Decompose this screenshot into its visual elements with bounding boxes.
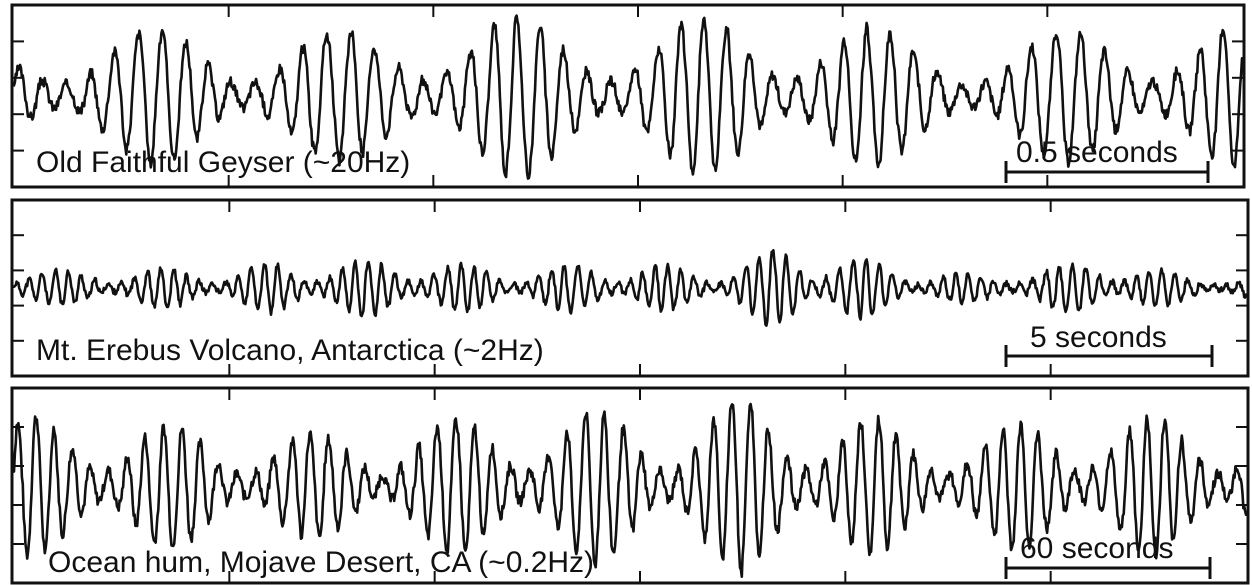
panel-frame-old-faithful [10, 3, 1246, 189]
panel-frame-ocean-hum [10, 386, 1250, 585]
scale-label-ocean-hum: 60 seconds [1020, 532, 1173, 565]
waveform-erebus [12, 249, 1248, 327]
panel-frame-erebus [10, 198, 1250, 378]
label-ocean-hum: Ocean hum, Mojave Desert, CA (~0.2Hz) [48, 546, 594, 579]
scale-bar-erebus [1004, 345, 1214, 367]
scale-label-old-faithful: 0.5 seconds [1016, 136, 1178, 169]
scale-bar-ocean-hum [1004, 557, 1212, 579]
scale-bar-old-faithful [1004, 161, 1210, 183]
waveform-old-faithful [12, 14, 1244, 180]
label-old-faithful: Old Faithful Geyser (~20Hz) [36, 146, 410, 179]
scale-label-erebus: 5 seconds [1030, 321, 1167, 354]
label-erebus: Mt. Erebus Volcano, Antarctica (~2Hz) [36, 334, 544, 367]
panel-ticks-erebus [12, 200, 1248, 376]
panel-old-faithful: Old Faithful Geyser (~20Hz) 0.5 seconds [10, 3, 1246, 189]
panel-ticks-old-faithful [12, 5, 1244, 187]
panel-erebus: Mt. Erebus Volcano, Antarctica (~2Hz) 5 … [10, 198, 1250, 378]
panel-ocean-hum: Ocean hum, Mojave Desert, CA (~0.2Hz) 60… [10, 386, 1250, 585]
waveform-ocean-hum [12, 402, 1248, 578]
